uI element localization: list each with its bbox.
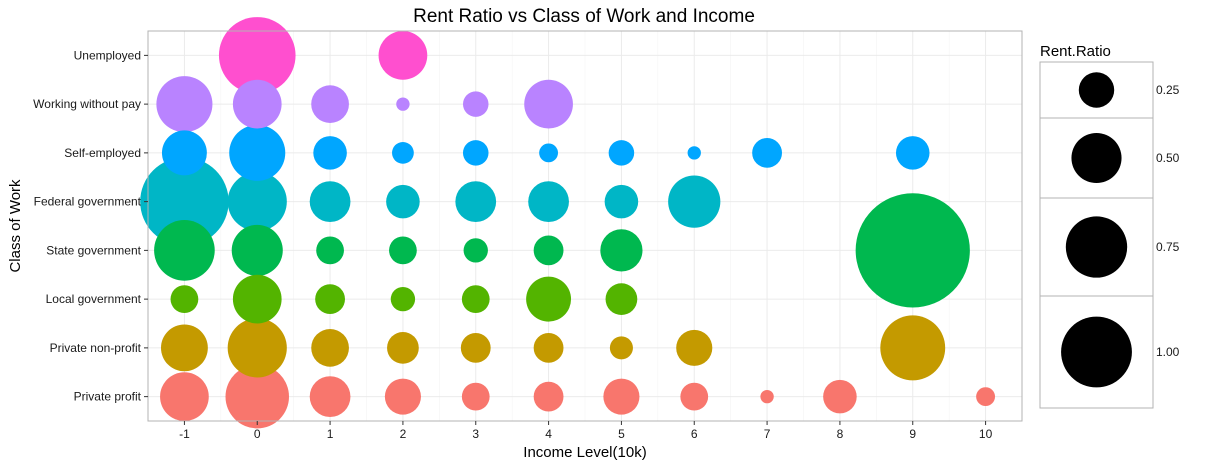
data-point — [687, 146, 701, 160]
y-tick-label: State government — [46, 243, 141, 257]
data-point — [460, 332, 491, 363]
legend-label: 0.75 — [1156, 240, 1180, 254]
data-point — [855, 193, 970, 308]
data-point — [609, 336, 633, 360]
x-tick-label: 2 — [400, 427, 407, 441]
data-point — [154, 220, 215, 281]
data-point — [170, 285, 199, 314]
data-point — [378, 31, 428, 80]
data-point — [229, 124, 286, 181]
x-tick-label: 9 — [909, 427, 916, 441]
x-tick-label: 6 — [691, 427, 698, 441]
data-point — [390, 286, 416, 312]
data-point — [752, 137, 782, 168]
data-point — [311, 85, 349, 123]
x-axis-title: Income Level(10k) — [523, 444, 646, 461]
data-point — [461, 382, 490, 411]
y-tick-label: Working without pay — [33, 97, 141, 111]
data-point — [140, 157, 229, 246]
data-point — [895, 136, 930, 170]
y-axis: Private profit Private non-profit Local go… — [33, 48, 148, 404]
data-point — [231, 224, 283, 276]
x-tick-label: 7 — [764, 427, 771, 441]
data-point — [760, 389, 774, 404]
data-point — [526, 276, 572, 322]
data-point — [605, 283, 638, 315]
data-point — [462, 91, 489, 117]
data-point — [225, 364, 289, 429]
data-point — [227, 172, 287, 232]
x-tick-label: -1 — [179, 427, 190, 441]
data-point — [680, 382, 709, 411]
data-point — [524, 79, 573, 129]
x-tick-label: 4 — [545, 427, 552, 441]
data-point — [384, 378, 421, 415]
data-point — [392, 141, 414, 164]
data-points — [140, 17, 996, 429]
x-tick-label: 8 — [837, 427, 844, 441]
y-tick-label: Private non-profit — [50, 341, 142, 355]
legend-label: 1.00 — [1156, 345, 1180, 359]
legend-title: Rent.Ratio — [1040, 43, 1111, 60]
data-point — [309, 376, 351, 417]
plot-panel — [147, 30, 1023, 422]
data-point — [533, 381, 564, 412]
y-tick-label: Self-employed — [64, 146, 141, 160]
data-point — [528, 181, 569, 222]
data-point — [533, 235, 564, 266]
chart-title: Rent Ratio vs Class of Work and Income — [413, 6, 755, 27]
data-point — [386, 184, 420, 219]
data-point — [533, 332, 564, 363]
data-point — [608, 140, 635, 166]
data-point — [462, 140, 489, 166]
data-point — [161, 130, 207, 176]
data-point — [396, 97, 410, 111]
data-point — [604, 184, 639, 219]
legend-circle — [1078, 72, 1115, 108]
data-point — [160, 372, 209, 421]
legend-circle — [1065, 216, 1128, 278]
data-point — [539, 143, 559, 163]
data-point — [387, 332, 419, 364]
data-point — [463, 238, 488, 263]
x-axis: -1 0 1 2 3 4 5 6 7 8 9 10 — [179, 421, 993, 441]
data-point — [455, 181, 497, 222]
data-point — [600, 229, 643, 272]
legend-circle — [1071, 132, 1122, 184]
legend-label: 0.25 — [1156, 83, 1180, 97]
data-point — [156, 76, 213, 133]
data-point — [823, 379, 857, 414]
data-point — [389, 236, 417, 265]
size-legend: Rent.Ratio 0.25 0.50 0.75 1.00 — [1039, 43, 1180, 409]
data-point — [232, 79, 282, 129]
y-tick-label: Unemployed — [74, 48, 141, 62]
data-point — [676, 329, 713, 366]
y-axis-title: Class of Work — [7, 179, 24, 273]
y-tick-label: Local government — [46, 292, 142, 306]
data-point — [976, 387, 996, 407]
data-point — [227, 318, 287, 378]
y-tick-label: Federal government — [34, 195, 142, 209]
data-point — [668, 175, 721, 228]
data-point — [232, 274, 282, 324]
legend-circle — [1061, 316, 1132, 388]
x-tick-label: 1 — [327, 427, 334, 441]
x-tick-label: 3 — [472, 427, 479, 441]
x-tick-label: 10 — [979, 427, 993, 441]
data-point — [160, 324, 208, 372]
data-point — [313, 136, 347, 170]
data-point — [316, 236, 344, 265]
x-tick-label: 0 — [254, 427, 261, 441]
data-point — [603, 378, 640, 415]
x-tick-label: 5 — [618, 427, 625, 441]
data-point — [218, 17, 296, 94]
data-point — [309, 181, 351, 222]
legend-label: 0.50 — [1156, 151, 1180, 165]
data-point — [311, 329, 349, 367]
data-point — [461, 285, 490, 314]
data-point — [880, 315, 946, 381]
y-tick-label: Private profit — [74, 390, 142, 404]
data-point — [315, 284, 345, 315]
